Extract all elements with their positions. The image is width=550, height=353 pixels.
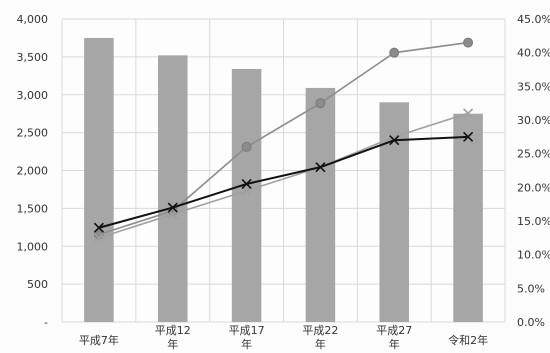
left-tick-label: 4,000 bbox=[17, 13, 49, 26]
category-label: 平成22 年 bbox=[302, 324, 338, 351]
point-marker bbox=[241, 141, 252, 152]
left-axis: - 500 1,000 1,500 2,000 2,500 3,000 3,500 4,000 bbox=[17, 13, 49, 329]
category-axis: 平成7年 平成12 年 平成17 年 平成22 年 平成27 年 令和2年 bbox=[79, 324, 488, 351]
right-tick-label: 15.0% bbox=[517, 215, 550, 228]
point-marker bbox=[241, 178, 252, 190]
point-marker bbox=[389, 135, 400, 146]
category-label: 平成7年 bbox=[79, 333, 119, 347]
right-axis: 0.0% 5.0% 10.0% 15.0% 20.0% 25.0% 30.0% 35.0% 40… bbox=[517, 13, 550, 329]
category-label: 令和2年 bbox=[448, 333, 488, 347]
series-line bbox=[98, 135, 469, 229]
point-marker bbox=[93, 222, 104, 233]
right-tick-label: 30.0% bbox=[517, 114, 550, 127]
series-line bbox=[98, 41, 469, 236]
right-tick-label: 40.0% bbox=[517, 47, 550, 60]
right-tick-label: 10.0% bbox=[517, 249, 550, 262]
point-marker bbox=[389, 47, 400, 58]
category-label: 平成27 年 bbox=[376, 324, 412, 351]
point-marker bbox=[463, 131, 474, 142]
bar bbox=[157, 55, 188, 323]
point-marker bbox=[167, 202, 178, 213]
right-tick-label: 45.0% bbox=[517, 13, 550, 26]
bar bbox=[379, 102, 410, 322]
right-tick-label: 5.0% bbox=[517, 282, 545, 295]
left-tick-label: 3,000 bbox=[17, 89, 49, 102]
right-tick-label: 35.0% bbox=[517, 80, 550, 93]
series-line bbox=[98, 112, 469, 239]
category-label: 平成12 年 bbox=[155, 324, 191, 351]
bar bbox=[84, 37, 114, 322]
point-marker bbox=[93, 232, 104, 243]
right-tick-label: 0.0% bbox=[517, 316, 545, 329]
point-marker bbox=[315, 98, 326, 109]
left-tick-label: 2,000 bbox=[17, 165, 49, 178]
point-marker bbox=[315, 162, 326, 173]
line-series bbox=[93, 37, 474, 243]
bar bbox=[453, 113, 483, 322]
left-tick-label: 3,500 bbox=[17, 51, 49, 64]
left-tick-label: - bbox=[44, 316, 48, 329]
left-tick-label: 1,500 bbox=[17, 202, 49, 215]
point-marker bbox=[463, 37, 474, 48]
bar bbox=[305, 87, 336, 323]
left-tick-label: 500 bbox=[27, 278, 48, 291]
left-tick-label: 2,500 bbox=[17, 127, 49, 140]
point-marker bbox=[463, 108, 474, 119]
right-tick-label: 20.0% bbox=[517, 181, 550, 194]
category-label: 平成17 年 bbox=[229, 324, 265, 351]
right-tick-label: 25.0% bbox=[517, 148, 550, 161]
gridlines bbox=[61, 18, 506, 323]
left-tick-label: 1,000 bbox=[17, 240, 49, 253]
bar bbox=[231, 68, 262, 323]
